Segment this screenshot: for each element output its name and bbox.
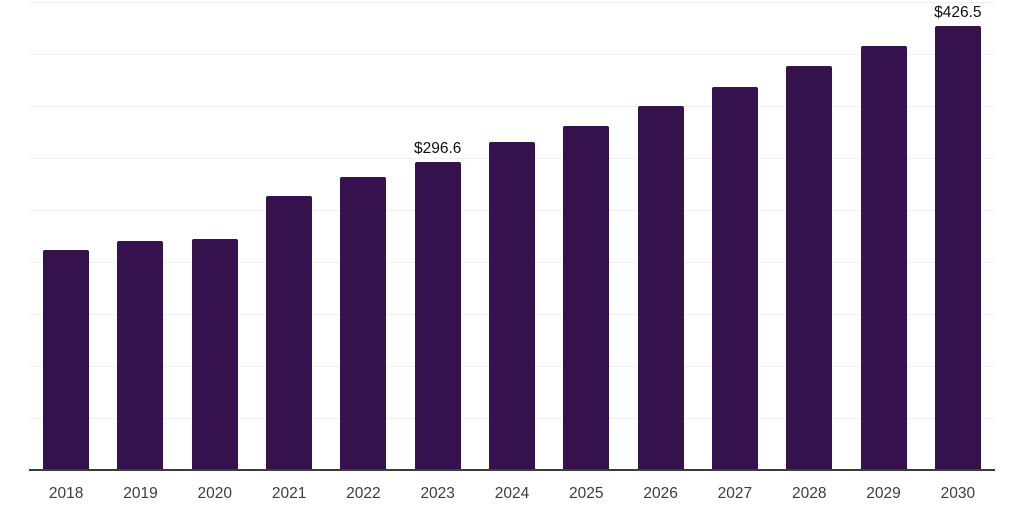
x-tick-2028: 2028 (791, 485, 827, 502)
value-label-2023: $296.6 (413, 139, 462, 157)
gridline-450 (29, 2, 995, 3)
x-tick-2027: 2027 (717, 485, 753, 502)
bar-2027[interactable] (711, 87, 758, 470)
bar-2025[interactable] (563, 125, 610, 470)
bar-2021[interactable] (266, 196, 313, 470)
x-tick-2024: 2024 (494, 485, 530, 502)
value-label-2030: $426.5 (934, 4, 982, 22)
bar-2023[interactable] (414, 161, 461, 470)
x-tick-2030: 2030 (940, 485, 976, 502)
bar-2024[interactable] (489, 142, 535, 470)
bar-2029[interactable] (860, 45, 907, 470)
bar-2028[interactable] (786, 66, 833, 470)
gridline-350 (29, 106, 995, 107)
x-tick-2025: 2025 (569, 485, 604, 502)
x-tick-2019: 2019 (123, 485, 158, 502)
x-tick-2022: 2022 (346, 485, 381, 502)
bar-2022[interactable] (340, 176, 387, 470)
bar-2020[interactable] (191, 239, 238, 470)
bar-2018[interactable] (43, 249, 90, 470)
x-tick-2023: 2023 (420, 485, 455, 502)
x-tick-2026: 2026 (643, 485, 678, 502)
bar-2026[interactable] (637, 106, 684, 470)
x-tick-2018: 2018 (48, 485, 84, 502)
bar-2019[interactable] (117, 241, 164, 470)
x-tick-2029: 2029 (866, 485, 901, 502)
bar-2030[interactable] (934, 26, 981, 470)
x-axis-line (29, 469, 995, 471)
gridline-400 (29, 54, 995, 55)
x-tick-2021: 2021 (271, 485, 307, 502)
x-tick-2020: 2020 (197, 485, 232, 502)
